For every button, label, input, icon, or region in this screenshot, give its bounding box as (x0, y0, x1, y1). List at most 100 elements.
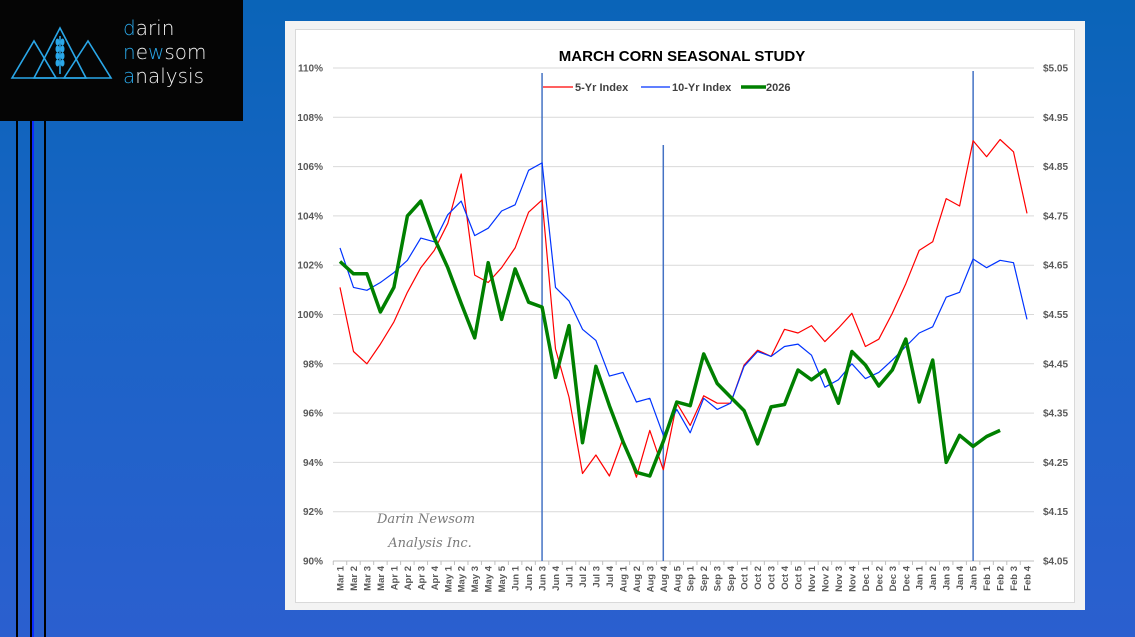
x-axis: Mar 1 Mar 2 Mar 3 Mar 4 Apr 1 Apr 2 Apr 3 Apr 4… (332, 560, 1034, 592)
x-tick-label: Aug 4 (659, 565, 670, 592)
gridlines (333, 67, 1034, 562)
x-tick-label: Dec 1 (861, 565, 872, 591)
x-tick-label: May 2 (457, 566, 468, 592)
x-tick-label: Mar 4 (376, 565, 387, 591)
series (338, 138, 1028, 478)
y-axis-right: $5.05 $4.95 $4.85 $4.75 $4.65 $4.55 $4.45 $4.35… (1043, 64, 1068, 568)
x-tick-label: Nov 1 (807, 565, 818, 592)
x-tick-label: Jun 3 (538, 566, 549, 591)
x-tick-label: Jan 1 (915, 565, 926, 590)
x-tick-label: Dec 4 (901, 565, 912, 591)
x-tick-label: Dec 2 (874, 566, 885, 591)
chart-area (295, 29, 1075, 603)
x-tick-label: Nov 2 (820, 566, 831, 592)
x-tick-label: Feb 3 (1009, 566, 1020, 591)
y-tick-label-right: $4.05 (1043, 557, 1068, 568)
y-tick-label-left: 102% (297, 261, 323, 272)
x-tick-label: Jul 2 (578, 566, 589, 588)
x-tick-label: Sep 1 (686, 565, 697, 591)
legend-label-10yr: 10-Yr Index (672, 82, 732, 94)
y-tick-label-left: 90% (303, 557, 323, 568)
x-tick-label: Oct 5 (794, 565, 805, 589)
y-tick-label-right: $4.55 (1043, 310, 1068, 321)
series-10yr-index (339, 162, 1028, 436)
series-5yr-index (339, 138, 1028, 478)
x-tick-label: Mar 3 (362, 566, 373, 591)
y-tick-label-left: 92% (303, 507, 323, 518)
x-tick-label: Apr 3 (416, 566, 427, 590)
chart-title: MARCH CORN SEASONAL STUDY (559, 48, 805, 65)
y-tick-label-right: $4.75 (1043, 211, 1068, 222)
y-tick-label-left: 106% (297, 162, 323, 173)
logo-line-analysis: analysis (123, 64, 204, 88)
y-tick-label-left: 110% (298, 64, 323, 75)
logo-line-newsom: newsom (123, 40, 207, 64)
y-tick-label-right: $4.45 (1043, 359, 1068, 370)
x-tick-label: Mar 2 (349, 566, 360, 591)
legend-label-5yr: 5-Yr Index (575, 82, 629, 94)
x-tick-label: Oct 2 (753, 566, 764, 590)
vertical-markers (541, 71, 974, 561)
y-axis-left: 110% 108% 106% 104% 102% 100% 98% 96% 94% 92% 90% (297, 64, 323, 568)
x-tick-label: May 1 (443, 565, 454, 592)
x-tick-label: Dec 3 (888, 566, 899, 591)
x-tick-label: Jan 3 (942, 566, 953, 590)
y-tick-label-left: 108% (297, 113, 323, 124)
y-tick-label-left: 98% (303, 359, 323, 370)
decorative-vertical-line (44, 121, 46, 637)
y-tick-label-left: 94% (303, 458, 323, 469)
logo-line-darin: darin (123, 16, 175, 40)
x-tick-label: Apr 2 (403, 566, 414, 590)
x-tick-label: May 4 (484, 565, 495, 592)
y-tick-label-left: 104% (297, 211, 323, 222)
x-tick-label: Aug 2 (632, 566, 643, 592)
x-tick-label: Jul 3 (591, 566, 602, 588)
y-tick-label-right: $4.25 (1043, 458, 1068, 469)
x-tick-label: Jan 4 (955, 565, 966, 590)
x-tick-label: Jun 1 (511, 565, 522, 591)
x-tick-label: Apr 1 (389, 565, 400, 590)
x-tick-label: Oct 1 (740, 565, 751, 589)
x-tick-label: May 5 (497, 565, 508, 592)
x-tick-label: Oct 4 (780, 565, 791, 589)
x-tick-label: Aug 1 (618, 565, 629, 592)
series-2026 (338, 199, 1001, 478)
y-tick-label-right: $4.85 (1043, 162, 1068, 173)
x-tick-label: Jul 1 (565, 565, 576, 587)
y-tick-label-right: $4.15 (1043, 507, 1068, 518)
x-tick-label: Mar 1 (336, 565, 347, 591)
y-tick-label-right: $4.95 (1043, 113, 1068, 124)
x-tick-label: Aug 3 (645, 566, 656, 592)
x-tick-label: Feb 2 (996, 566, 1007, 591)
x-tick-label: Aug 5 (672, 565, 683, 592)
logo-wordmark: darin newsom analysis (123, 16, 207, 88)
x-tick-label: Apr 4 (430, 565, 441, 590)
logo: darin newsom analysis (0, 0, 243, 121)
x-tick-label: Nov 4 (847, 565, 858, 592)
x-tick-label: Feb 4 (1023, 565, 1034, 591)
y-tick-label-left: 96% (303, 409, 323, 420)
x-tick-label: Jan 2 (928, 566, 939, 590)
watermark-line-2: Analysis Inc. (387, 536, 472, 551)
y-tick-label-right: $5.05 (1043, 64, 1068, 75)
y-tick-label-right: $4.35 (1043, 409, 1068, 420)
legend-label-2026: 2026 (766, 82, 790, 94)
x-tick-label: Jul 4 (605, 565, 616, 587)
legend: 5-Yr Index 10-Yr Index 2026 (543, 82, 790, 94)
x-tick-label: Feb 1 (982, 565, 993, 591)
watermark: Darin Newsom Analysis Inc. (376, 512, 475, 551)
watermark-line-1: Darin Newsom (376, 512, 475, 527)
decorative-vertical-line (16, 121, 18, 637)
mountains-wheat-icon (10, 26, 113, 79)
decorative-vertical-line-blue (32, 121, 34, 637)
x-tick-label: Jun 4 (551, 565, 562, 591)
y-tick-label-left: 100% (297, 310, 323, 321)
x-tick-label: Jan 5 (969, 565, 980, 590)
y-tick-label-right: $4.65 (1043, 261, 1068, 272)
x-tick-label: Oct 3 (767, 566, 778, 590)
x-tick-label: Sep 4 (726, 565, 737, 591)
x-tick-label: Sep 3 (713, 566, 724, 591)
decorative-vertical-line (30, 121, 32, 637)
x-tick-label: Nov 3 (834, 566, 845, 592)
